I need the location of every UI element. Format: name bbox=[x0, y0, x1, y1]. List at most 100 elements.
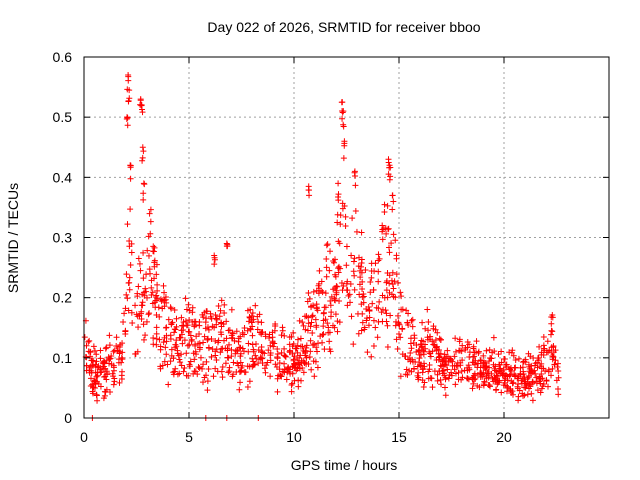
data-point bbox=[313, 287, 320, 294]
data-point bbox=[409, 316, 416, 323]
data-point bbox=[163, 324, 170, 331]
data-point bbox=[150, 248, 157, 255]
data-point bbox=[189, 319, 196, 326]
data-point bbox=[192, 322, 199, 329]
data-point bbox=[549, 356, 556, 363]
data-point bbox=[127, 162, 134, 169]
data-point bbox=[128, 249, 135, 256]
data-point bbox=[434, 371, 441, 378]
data-point bbox=[412, 358, 419, 365]
data-point bbox=[87, 353, 94, 360]
data-point bbox=[326, 267, 333, 274]
data-point bbox=[81, 334, 88, 341]
data-point bbox=[97, 347, 104, 354]
data-point bbox=[510, 352, 517, 359]
data-point bbox=[445, 375, 452, 382]
y-tick-label: 0 bbox=[64, 410, 72, 426]
data-point bbox=[116, 379, 123, 386]
data-point bbox=[482, 365, 489, 372]
data-point bbox=[224, 354, 231, 361]
data-point bbox=[102, 345, 109, 352]
data-point bbox=[340, 121, 347, 128]
data-point bbox=[402, 353, 409, 360]
data-point bbox=[443, 362, 450, 369]
data-point bbox=[201, 333, 208, 340]
data-point bbox=[313, 304, 320, 311]
data-point bbox=[128, 240, 135, 247]
data-point bbox=[554, 360, 561, 367]
data-point bbox=[433, 344, 440, 351]
data-point bbox=[367, 279, 374, 286]
data-point bbox=[385, 159, 392, 166]
x-tick-label: 0 bbox=[80, 429, 88, 445]
data-point bbox=[178, 327, 185, 334]
data-point bbox=[349, 215, 356, 222]
data-point bbox=[522, 384, 529, 391]
data-point bbox=[495, 351, 502, 358]
data-point bbox=[236, 386, 243, 393]
data-point bbox=[176, 356, 183, 363]
data-point bbox=[458, 368, 465, 375]
data-point bbox=[249, 332, 256, 339]
data-point bbox=[368, 274, 375, 281]
data-point bbox=[407, 358, 414, 365]
data-point bbox=[405, 310, 412, 317]
data-point bbox=[454, 359, 461, 366]
data-point bbox=[151, 275, 158, 282]
data-point bbox=[429, 384, 436, 391]
data-point bbox=[127, 175, 134, 182]
data-point bbox=[323, 264, 330, 271]
data-point bbox=[315, 340, 322, 347]
data-point bbox=[314, 348, 321, 355]
data-point bbox=[501, 377, 508, 384]
data-point bbox=[233, 328, 240, 335]
data-point bbox=[504, 384, 511, 391]
data-point bbox=[153, 335, 160, 342]
data-point bbox=[262, 333, 269, 340]
data-point bbox=[125, 77, 132, 84]
data-point bbox=[384, 322, 391, 329]
data-point bbox=[432, 326, 439, 333]
data-point bbox=[308, 319, 315, 326]
data-point bbox=[365, 304, 372, 311]
data-point bbox=[250, 348, 257, 355]
data-point bbox=[370, 286, 377, 293]
data-point bbox=[383, 230, 390, 237]
data-point bbox=[287, 347, 294, 354]
data-point bbox=[332, 297, 339, 304]
data-point bbox=[157, 346, 164, 353]
data-point bbox=[331, 259, 337, 266]
data-point bbox=[338, 280, 345, 287]
data-point bbox=[314, 364, 321, 371]
data-point bbox=[536, 343, 543, 350]
data-point bbox=[341, 142, 348, 149]
data-point bbox=[258, 344, 265, 351]
data-point bbox=[178, 314, 185, 321]
data-point bbox=[404, 371, 411, 378]
data-point bbox=[387, 173, 394, 180]
data-point bbox=[474, 371, 481, 378]
data-point bbox=[217, 307, 224, 314]
data-point bbox=[384, 269, 391, 276]
data-point bbox=[359, 293, 366, 300]
data-point bbox=[252, 340, 259, 347]
data-point bbox=[471, 361, 478, 368]
data-point bbox=[418, 337, 425, 344]
data-point bbox=[379, 236, 386, 243]
data-point bbox=[395, 279, 402, 286]
data-point bbox=[368, 353, 375, 360]
data-point bbox=[139, 299, 146, 306]
data-point bbox=[469, 385, 476, 392]
data-point bbox=[550, 349, 557, 356]
data-point bbox=[485, 374, 492, 381]
data-point bbox=[427, 333, 434, 340]
data-point bbox=[124, 295, 131, 302]
x-tick-label: 10 bbox=[286, 429, 302, 445]
data-point bbox=[139, 157, 146, 164]
data-point bbox=[236, 344, 243, 351]
data-point bbox=[144, 247, 151, 254]
data-point bbox=[97, 364, 104, 371]
data-point bbox=[85, 338, 92, 345]
data-point bbox=[223, 335, 230, 342]
data-point bbox=[420, 384, 427, 391]
